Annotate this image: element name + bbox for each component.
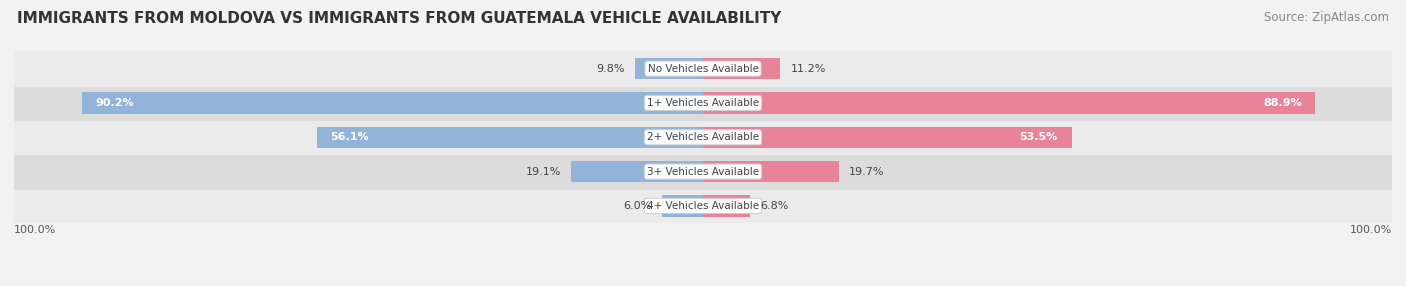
- Bar: [703, 92, 1316, 114]
- Bar: [14, 51, 1392, 86]
- Text: 90.2%: 90.2%: [96, 98, 134, 108]
- Bar: [316, 127, 703, 148]
- Bar: [703, 195, 749, 217]
- Legend: Immigrants from Moldova, Immigrants from Guatemala: Immigrants from Moldova, Immigrants from…: [517, 284, 889, 286]
- Bar: [14, 86, 1392, 120]
- Text: 11.2%: 11.2%: [790, 64, 825, 74]
- Bar: [14, 189, 1392, 223]
- Text: 19.1%: 19.1%: [526, 167, 561, 176]
- Text: 100.0%: 100.0%: [1350, 225, 1392, 235]
- Text: 6.8%: 6.8%: [761, 201, 789, 211]
- Text: 2+ Vehicles Available: 2+ Vehicles Available: [647, 132, 759, 142]
- Text: Source: ZipAtlas.com: Source: ZipAtlas.com: [1264, 11, 1389, 24]
- Bar: [82, 92, 703, 114]
- Text: 88.9%: 88.9%: [1263, 98, 1302, 108]
- Text: 4+ Vehicles Available: 4+ Vehicles Available: [647, 201, 759, 211]
- Text: 100.0%: 100.0%: [14, 225, 56, 235]
- Text: IMMIGRANTS FROM MOLDOVA VS IMMIGRANTS FROM GUATEMALA VEHICLE AVAILABILITY: IMMIGRANTS FROM MOLDOVA VS IMMIGRANTS FR…: [17, 11, 782, 26]
- Text: 9.8%: 9.8%: [596, 64, 626, 74]
- Bar: [636, 58, 703, 79]
- Bar: [662, 195, 703, 217]
- Text: No Vehicles Available: No Vehicles Available: [648, 64, 758, 74]
- Text: 19.7%: 19.7%: [849, 167, 884, 176]
- Text: 6.0%: 6.0%: [623, 201, 651, 211]
- Text: 1+ Vehicles Available: 1+ Vehicles Available: [647, 98, 759, 108]
- Bar: [703, 127, 1071, 148]
- Text: 3+ Vehicles Available: 3+ Vehicles Available: [647, 167, 759, 176]
- Bar: [14, 154, 1392, 189]
- Bar: [14, 120, 1392, 154]
- Text: 53.5%: 53.5%: [1019, 132, 1057, 142]
- Text: 56.1%: 56.1%: [330, 132, 368, 142]
- Bar: [703, 161, 839, 182]
- Bar: [571, 161, 703, 182]
- Bar: [703, 58, 780, 79]
